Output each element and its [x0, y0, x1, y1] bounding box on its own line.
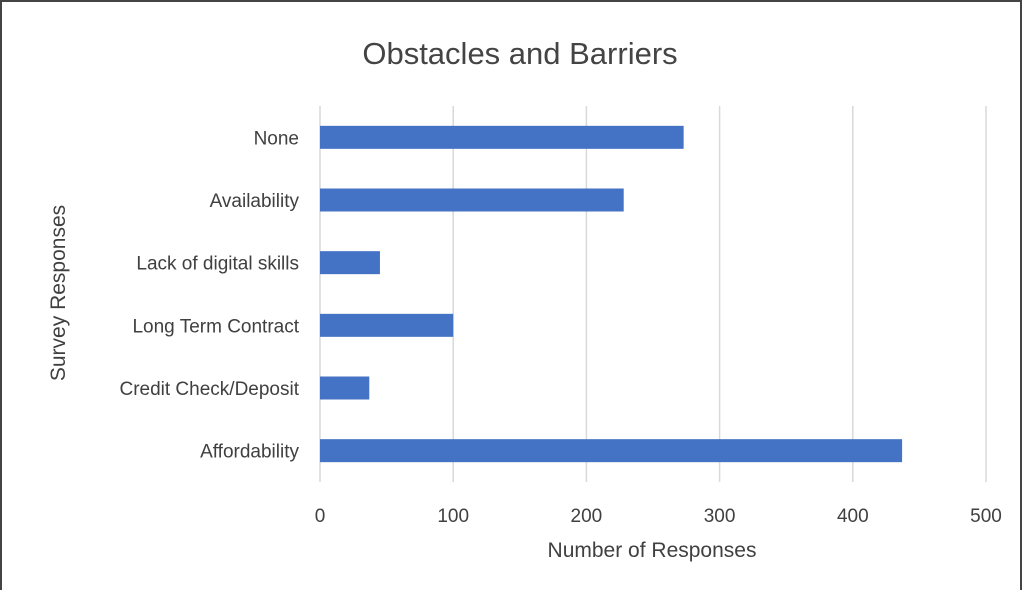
x-tick-label: 300: [704, 506, 736, 527]
category-label: Lack of digital skills: [136, 254, 299, 275]
y-axis-label: Survey Responses: [47, 205, 70, 381]
category-labels: None Availability Lack of digital skills Lo…: [119, 128, 299, 462]
category-label: Affordability: [200, 442, 299, 463]
bar-long-term-contract: [320, 313, 454, 337]
x-tick-label: 0: [315, 506, 326, 527]
category-label: Long Term Contract: [132, 316, 299, 337]
category-label: Credit Check/Deposit: [119, 379, 299, 400]
x-tick-label: 100: [437, 506, 469, 527]
bar-availability: [320, 188, 624, 212]
bar-affordability: [320, 439, 903, 463]
bar-lack-of-digital-skills: [320, 251, 380, 275]
x-tick-label: 400: [837, 506, 869, 527]
x-axis-label: Number of Responses: [548, 539, 757, 562]
category-label: Availability: [210, 191, 300, 212]
bars: [320, 125, 903, 463]
chart-title: Obstacles and Barriers: [362, 36, 677, 71]
x-tick-label: 200: [571, 506, 603, 527]
x-tick-labels: 0 100 200 300 400 500: [315, 506, 1002, 527]
gridlines: [319, 106, 987, 482]
x-tick-label: 500: [970, 506, 1002, 527]
category-label: None: [254, 128, 299, 149]
bar-none: [320, 125, 684, 149]
bar-credit-check-deposit: [320, 376, 370, 400]
